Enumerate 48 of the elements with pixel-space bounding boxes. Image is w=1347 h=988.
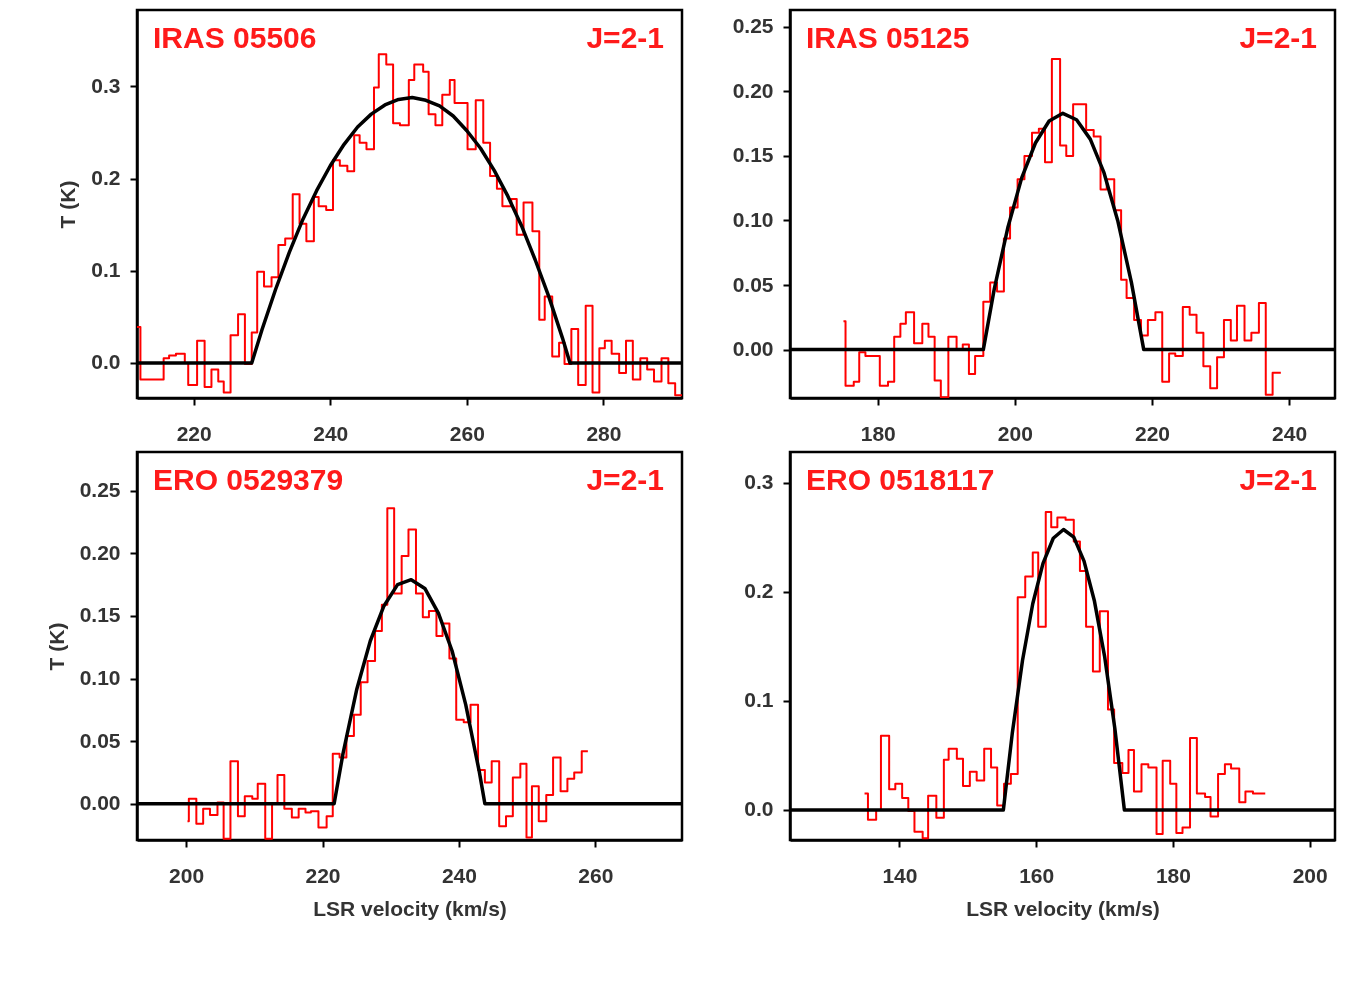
x-tick-label: 240	[313, 421, 349, 445]
y-tick-label: 0.0	[744, 797, 774, 821]
x-tick-label: 220	[176, 421, 212, 445]
x-tick-label: 240	[1272, 421, 1308, 445]
x-axis-title: LSR velocity (km/s)	[313, 896, 507, 920]
y-tick-label: 0.2	[744, 579, 774, 603]
y-tick-label: 0.0	[91, 350, 121, 374]
y-tick-label: 0.15	[732, 143, 774, 167]
annotation: ERO 0518117	[806, 463, 995, 496]
y-axis-title: T (K)	[56, 180, 80, 229]
x-tick-label: 200	[169, 863, 205, 887]
y-tick-label: 0.3	[744, 470, 774, 494]
annotation: IRAS 05506	[153, 21, 317, 54]
x-axis-title: LSR velocity (km/s)	[966, 896, 1160, 920]
annotation: J=2-1	[586, 463, 664, 496]
y-tick-label: 0.10	[732, 207, 774, 231]
x-tick-label: 260	[449, 421, 485, 445]
x-tick-label: 160	[1019, 863, 1055, 887]
x-tick-label: 220	[305, 863, 341, 887]
x-tick-label: 280	[586, 421, 622, 445]
x-tick-label: 200	[997, 421, 1033, 445]
annotation: J=2-1	[1239, 21, 1317, 54]
x-tick-label: 240	[441, 863, 477, 887]
y-tick-label: 0.10	[79, 666, 121, 690]
x-tick-label: 180	[860, 421, 896, 445]
y-tick-label: 0.20	[732, 78, 774, 102]
y-tick-label: 0.05	[79, 728, 121, 752]
x-tick-label: 260	[578, 863, 614, 887]
y-tick-label: 0.2	[91, 166, 121, 190]
y-tick-label: 0.05	[732, 272, 774, 296]
y-tick-label: 0.15	[79, 603, 121, 627]
y-tick-label: 0.1	[91, 258, 121, 282]
annotation: J=2-1	[586, 21, 664, 54]
y-tick-label: 0.25	[732, 14, 774, 38]
y-tick-label: 0.1	[744, 688, 774, 712]
annotation: ERO 0529379	[153, 463, 344, 496]
y-tick-label: 0.3	[91, 73, 121, 97]
annotation: IRAS 05125	[806, 21, 970, 54]
y-tick-label: 0.00	[732, 337, 774, 361]
x-tick-label: 220	[1134, 421, 1170, 445]
y-tick-label: 0.20	[79, 540, 121, 564]
y-tick-label: 0.25	[79, 478, 121, 502]
x-tick-label: 140	[882, 863, 918, 887]
y-axis-title: T (K)	[44, 622, 68, 671]
x-tick-label: 200	[1292, 863, 1328, 887]
annotation: J=2-1	[1239, 463, 1317, 496]
y-tick-label: 0.00	[79, 791, 121, 815]
x-tick-label: 180	[1155, 863, 1191, 887]
